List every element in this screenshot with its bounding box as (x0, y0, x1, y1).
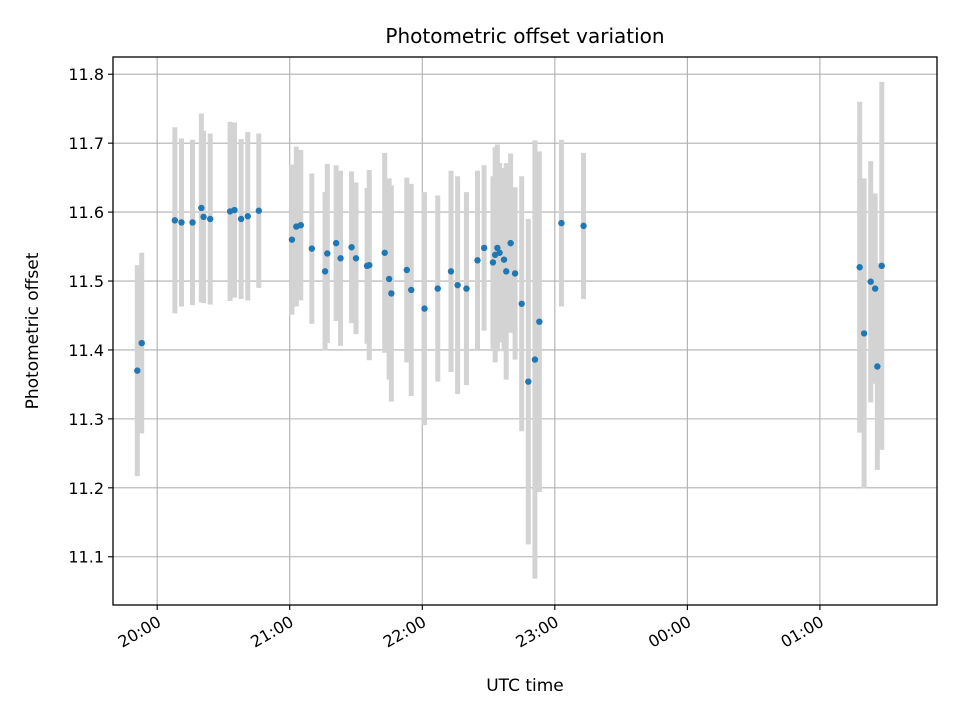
data-point (518, 300, 525, 307)
data-point (454, 281, 461, 289)
y-tick-label: 11.5 (68, 272, 104, 291)
data-point (871, 285, 879, 292)
data-point (580, 222, 587, 230)
data-point (434, 285, 441, 292)
y-axis-label: Photometric offset (23, 252, 43, 409)
data-point (525, 378, 532, 385)
data-point (500, 256, 508, 263)
plot-area (113, 57, 937, 605)
data-point (189, 219, 196, 226)
data-point (348, 244, 355, 251)
data-point (324, 250, 331, 257)
y-tick-label: 11.6 (68, 203, 104, 222)
data-point (366, 261, 373, 269)
grid-lines (113, 57, 937, 605)
data-point (496, 249, 503, 256)
data-point (474, 257, 481, 264)
data-point (860, 330, 868, 337)
y-axis-ticks: 11.1 11.2 11.3 11.4 11.5 11.6 11.7 11.8 (68, 65, 113, 567)
data-point (231, 206, 238, 214)
data-point (421, 305, 428, 312)
data-point (297, 221, 304, 229)
data-point (171, 217, 179, 224)
data-point (408, 286, 415, 294)
data-point (288, 236, 296, 243)
data-point (337, 255, 344, 262)
data-point (237, 215, 245, 223)
data-point (874, 363, 881, 370)
y-tick-label: 11.4 (68, 341, 104, 360)
data-point (255, 207, 263, 214)
data-point (134, 367, 141, 374)
y-tick-label: 11.2 (68, 479, 104, 498)
data-point (489, 259, 497, 266)
plot-frame (112, 56, 938, 606)
data-point (403, 266, 411, 274)
data-point (332, 239, 340, 247)
data-point (385, 275, 393, 283)
data-point (558, 219, 565, 227)
data-points (134, 204, 885, 385)
y-tick-label: 11.3 (68, 410, 104, 429)
data-point (138, 339, 145, 347)
data-point (381, 249, 388, 256)
chart-title: Photometric offset variation (385, 24, 664, 48)
y-tick-label: 11.7 (68, 134, 104, 153)
data-point (511, 270, 519, 277)
data-point (536, 318, 543, 325)
data-point (503, 268, 510, 275)
data-point (480, 244, 488, 252)
data-point (198, 204, 205, 212)
data-point (867, 278, 874, 285)
data-point (447, 268, 455, 275)
data-point (878, 262, 885, 270)
data-point (531, 356, 539, 363)
data-point (308, 245, 316, 252)
y-tick-label: 11.1 (68, 548, 104, 567)
data-point (463, 285, 470, 292)
data-point (507, 239, 514, 247)
data-point (494, 244, 501, 252)
data-point (200, 213, 207, 221)
x-axis-label: UTC time (486, 676, 564, 696)
data-point (388, 290, 395, 297)
y-tick-label: 11.8 (68, 65, 104, 84)
data-point (244, 213, 251, 220)
data-point (178, 219, 185, 226)
data-point (856, 264, 863, 271)
data-point (207, 215, 214, 223)
data-point (321, 268, 329, 275)
data-point (352, 255, 360, 262)
